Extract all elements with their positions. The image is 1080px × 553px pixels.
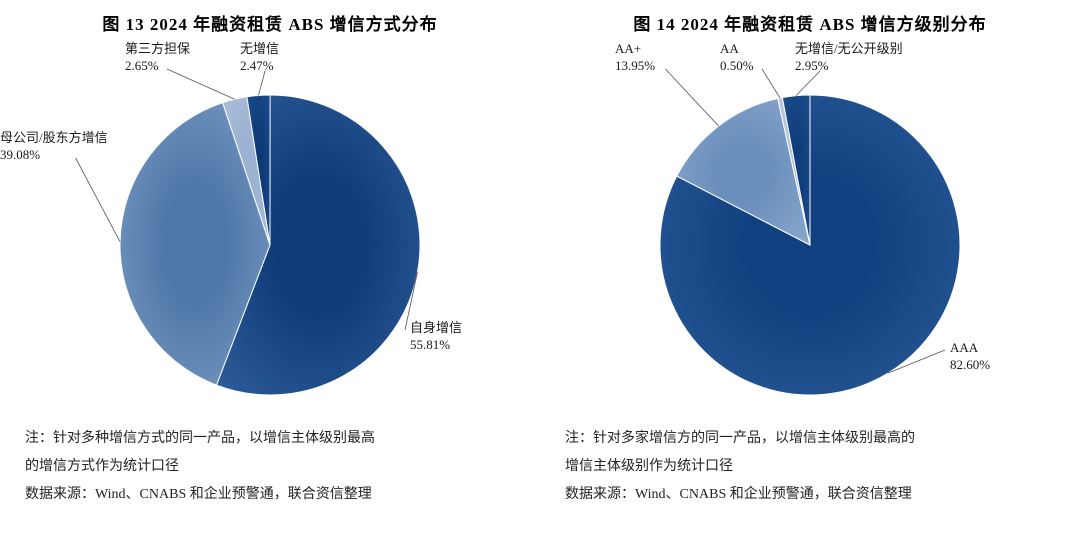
notes-right: 注：针对多家增信方的同一产品，以增信主体级别最高的 增信主体级别作为统计口径 数… (560, 425, 1060, 509)
chart-area-left: 自身增信55.81%母公司/股东方增信39.08%第三方担保2.65%无增信2.… (20, 40, 520, 420)
left-panel: 图 13 2024 年融资租赁 ABS 增信方式分布 自身增信55.81%母公司… (0, 0, 540, 553)
slice-label: AAA82.60% (950, 340, 990, 374)
slice-label: 自身增信55.81% (410, 320, 462, 354)
slice-label: 母公司/股东方增信39.08% (0, 130, 108, 164)
chart-area-right: AAA82.60% AA+13.95% AA0.50% 无增信/无公开级别2.95% (560, 40, 1060, 420)
pie-right (640, 75, 980, 420)
note-line: 注：针对多种增信方式的同一产品，以增信主体级别最高 (25, 425, 515, 453)
chart-title-left: 图 13 2024 年融资租赁 ABS 增信方式分布 (20, 10, 520, 35)
note-line: 数据来源：Wind、CNABS 和企业预警通，联合资信整理 (25, 481, 515, 509)
slice-label: 无增信/无公开级别2.95% (795, 41, 903, 75)
right-panel: 图 14 2024 年融资租赁 ABS 增信方级别分布 AAA82.60% AA+… (540, 0, 1080, 553)
slice-label: AA0.50% (720, 41, 754, 75)
pie-left (100, 75, 440, 420)
chart-title-right: 图 14 2024 年融资租赁 ABS 增信方级别分布 (560, 10, 1060, 35)
note-line: 数据来源：Wind、CNABS 和企业预警通，联合资信整理 (565, 481, 1055, 509)
note-line: 注：针对多家增信方的同一产品，以增信主体级别最高的 (565, 425, 1055, 453)
slice-label: 第三方担保2.65% (125, 41, 190, 75)
note-line: 增信主体级别作为统计口径 (565, 453, 1055, 481)
notes-left: 注：针对多种增信方式的同一产品，以增信主体级别最高 的增信方式作为统计口径 数据… (20, 425, 520, 509)
note-line: 的增信方式作为统计口径 (25, 453, 515, 481)
slice-label: 无增信2.47% (240, 41, 279, 75)
slice-label: AA+13.95% (615, 41, 655, 75)
